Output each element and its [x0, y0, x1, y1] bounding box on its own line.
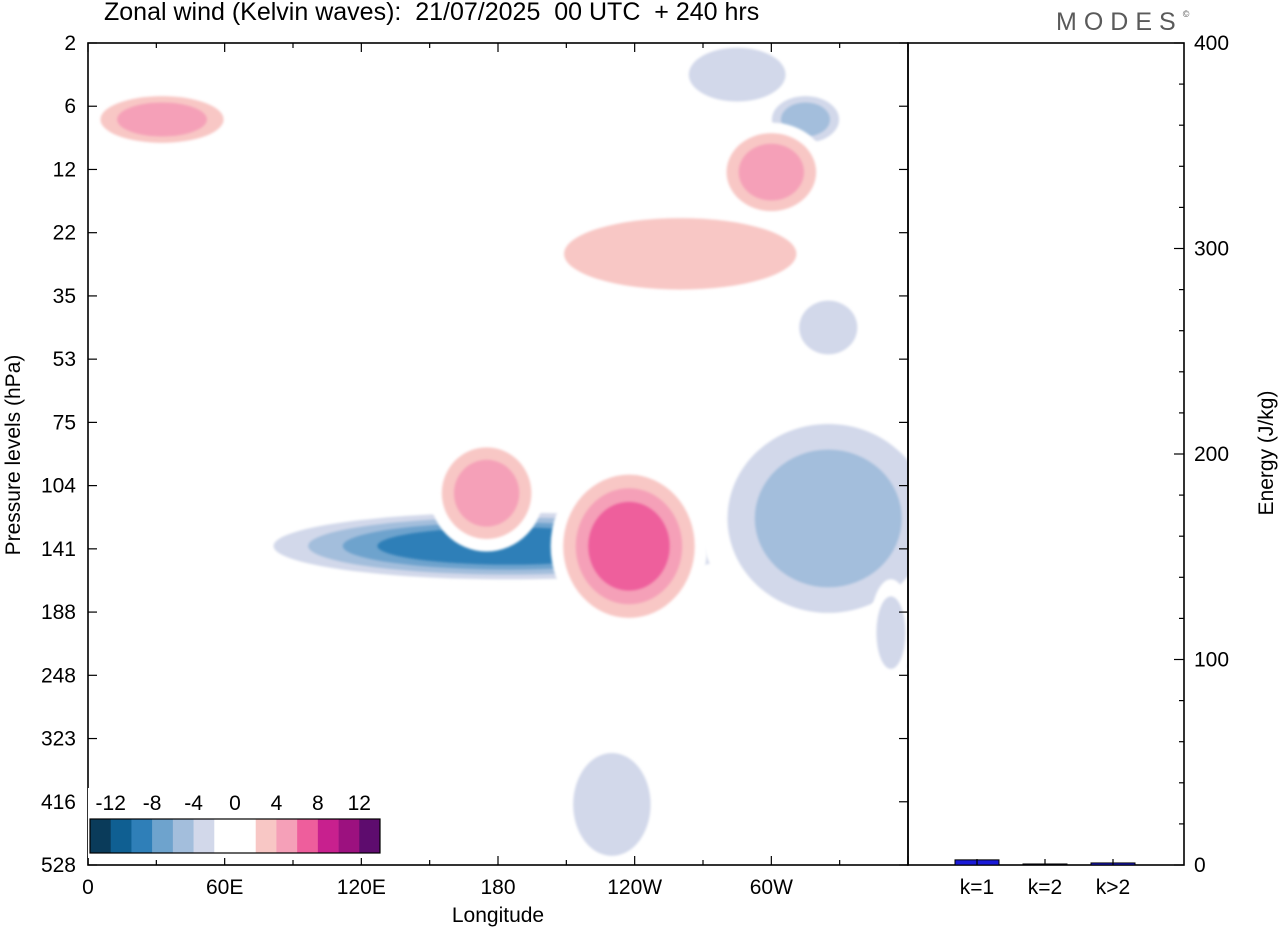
heatmap-contour-9-4 [588, 501, 670, 591]
colorbar-swatch [297, 819, 319, 853]
y-tick-label: 35 [53, 285, 76, 308]
colorbar-swatch [255, 819, 277, 853]
y-axis: 2 6 12 22 35 53 75 104 141 188 248 323 416 528 [41, 32, 908, 877]
modes-logo: MODES© [1056, 8, 1190, 36]
colorbar-swatch [193, 819, 215, 853]
heatmap-contour-10-3 [453, 459, 520, 527]
colorbar-label: 4 [271, 792, 283, 815]
colorbar-swatch [359, 819, 381, 853]
y-tick-label: 416 [41, 791, 76, 814]
colorbar-label: -4 [184, 792, 203, 815]
heatmap-contour-3-2 [688, 47, 786, 102]
energy-axis: 0 100 200 300 400 [1174, 32, 1229, 877]
colorbar-swatch [235, 819, 257, 853]
y-tick-label: 6 [64, 95, 76, 118]
x-tick-label: 60W [750, 876, 793, 899]
colorbar-frame [89, 818, 381, 854]
y-tick-label: 2 [64, 32, 76, 55]
chart-title: Zonal wind (Kelvin waves): 21/07/2025 00… [104, 0, 760, 26]
energy-tick-label: 400 [1194, 32, 1229, 55]
colorbar-label: -8 [143, 792, 162, 815]
y-tick-label: 528 [41, 854, 76, 877]
y-axis-label: Pressure levels (hPa) [2, 355, 25, 556]
heatmap-contour-5-2 [799, 300, 858, 355]
energy-panel-frame [907, 42, 1185, 866]
energy-bars: k=1 k=2 k>2 [954, 859, 1136, 899]
energy-category-label: k=2 [1028, 876, 1062, 899]
energy-tick-label: 200 [1194, 443, 1229, 466]
y-tick-label: 53 [53, 348, 76, 371]
colorbar-swatch [317, 819, 339, 853]
x-tick-label: 0 [82, 876, 94, 899]
energy-category-label: k>2 [1096, 876, 1130, 899]
colorbar-label: 8 [312, 792, 324, 815]
colorbar-label: 12 [348, 792, 371, 815]
heatmap-contour-6-2 [573, 752, 651, 856]
colorbar-swatch [214, 819, 236, 853]
heatmap-contour-12-3 [738, 143, 804, 201]
colorbar-swatch [172, 819, 194, 853]
colorbar-swatch [276, 819, 298, 853]
heatmap-contour-7-2 [876, 596, 906, 669]
colorbar-swatch [90, 819, 112, 853]
colorbar-swatch [110, 819, 132, 853]
colorbar-label: 0 [229, 792, 241, 815]
y-tick-label: 22 [53, 222, 76, 245]
energy-category-label: k=1 [960, 876, 994, 899]
x-tick-label: 180 [480, 876, 515, 899]
energy-tick-label: 0 [1194, 854, 1206, 877]
heatmap-contour-1-3 [754, 449, 902, 588]
x-axis: 0 60E 120E 180 120W 60W [82, 43, 909, 899]
colorbar-swatch [338, 819, 360, 853]
y-tick-label: 104 [41, 475, 76, 498]
y-tick-label: 75 [53, 411, 76, 434]
y-tick-label: 12 [53, 158, 76, 181]
colorbar: -12 -8 -4 0 4 8 12 [88, 788, 382, 858]
x-axis-label: Longitude [452, 904, 544, 927]
y-tick-label: 323 [41, 728, 76, 751]
colorbar-label: -12 [96, 792, 126, 815]
x-tick-label: 120E [337, 876, 386, 899]
heatmap-contour-11-3 [117, 102, 207, 137]
y-tick-label: 141 [41, 538, 76, 561]
x-tick-label: 60E [206, 876, 243, 899]
wind-heatmap [88, 43, 908, 865]
y-tick-label: 188 [41, 601, 76, 624]
heatmap-contour-2-2 [895, 650, 908, 668]
logo-text: MODES [1056, 8, 1183, 36]
x-tick-label: 120W [607, 876, 662, 899]
heatmap-contour-8-2 [564, 218, 797, 290]
colorbar-swatch [152, 819, 174, 853]
energy-tick-label: 300 [1194, 238, 1229, 261]
y-tick-label: 248 [41, 664, 76, 687]
energy-tick-label: 100 [1194, 649, 1229, 672]
colorbar-swatch [131, 819, 153, 853]
energy-axis-label: Energy (J/kg) [1255, 391, 1278, 516]
